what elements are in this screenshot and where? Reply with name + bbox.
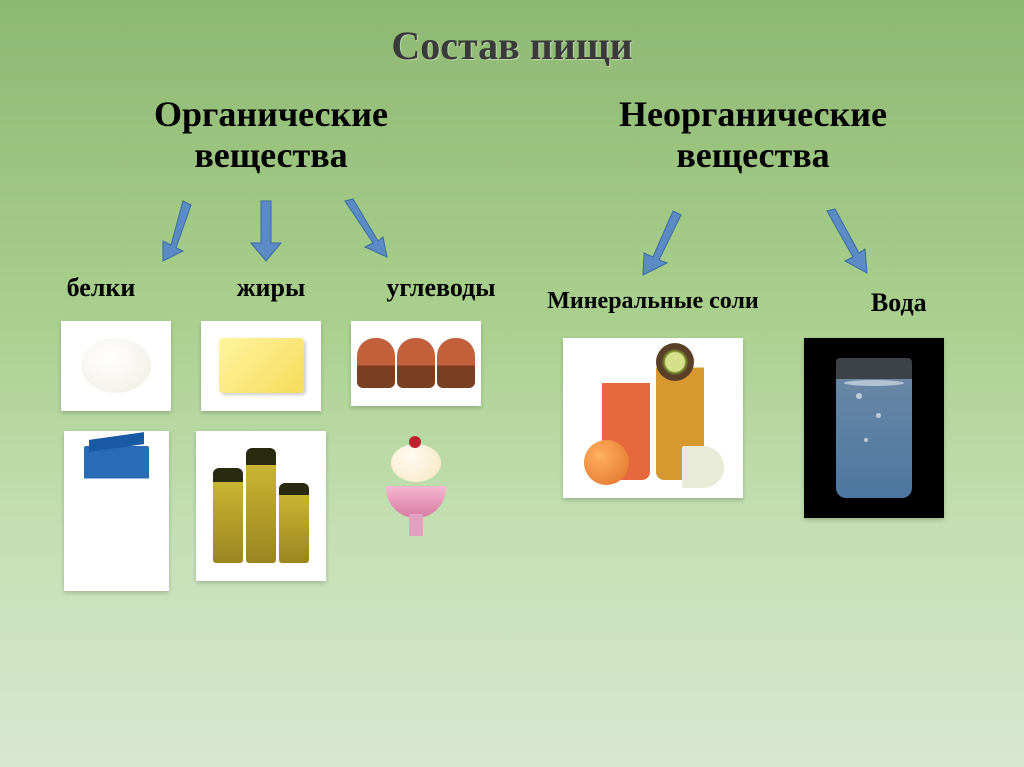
label-fats: жиры <box>201 273 341 303</box>
main-columns: Органические вещества белки жиры углевод… <box>0 94 1024 591</box>
milk-image <box>64 431 169 591</box>
oil-image <box>196 431 326 581</box>
label-water: Вода <box>839 288 959 318</box>
icecream-image <box>356 426 476 546</box>
arrow-icon <box>331 195 401 265</box>
fats-images <box>196 321 326 591</box>
butter-image <box>201 321 321 411</box>
egg-image <box>61 321 171 411</box>
carbs-images <box>351 321 481 591</box>
juice-image <box>563 338 743 498</box>
proteins-images <box>61 321 171 591</box>
label-carbs: углеводы <box>371 273 511 303</box>
slide-title: Состав пищи <box>0 0 1024 69</box>
arrow-icon <box>813 205 883 280</box>
organic-column: Органические вещества белки жиры углевод… <box>30 94 512 591</box>
organic-heading: Органические вещества <box>30 94 512 177</box>
heading-line: Органические <box>154 94 388 134</box>
inorganic-images <box>512 318 994 518</box>
arrow-icon <box>241 195 291 265</box>
heading-line: вещества <box>194 135 347 175</box>
heading-line: вещества <box>676 135 829 175</box>
label-proteins: белки <box>31 273 171 303</box>
cakes-image <box>351 321 481 406</box>
inorganic-heading: Неорганические вещества <box>512 94 994 177</box>
water-image <box>804 338 944 518</box>
organic-sublabels: белки жиры углеводы <box>30 273 512 303</box>
arrow-row-right <box>512 205 994 280</box>
label-minerals: Минеральные соли <box>547 288 759 318</box>
arrow-icon <box>623 205 693 280</box>
arrow-row-left <box>30 195 512 265</box>
inorganic-column: Неорганические вещества Минеральные соли… <box>512 94 994 591</box>
arrow-icon <box>141 195 201 265</box>
heading-line: Неорганические <box>619 94 887 134</box>
organic-images <box>30 321 512 591</box>
inorganic-sublabels: Минеральные соли Вода <box>512 288 994 318</box>
